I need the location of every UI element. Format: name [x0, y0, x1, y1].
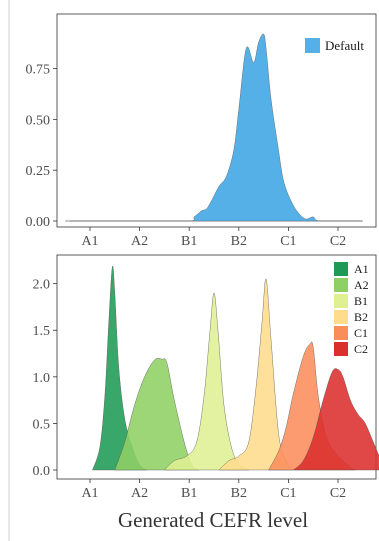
- legend-swatch-a2: [334, 278, 348, 292]
- legend-swatch-c2: [334, 342, 348, 356]
- density-area-default: [65, 33, 363, 222]
- top-y-axis: 0.00 0.25 0.50 0.75: [26, 63, 57, 230]
- density-area-c2: [292, 368, 379, 471]
- panel-frame: [56, 254, 377, 480]
- top-x-axis: A1 A2 B1 B2 C1 C2: [81, 227, 346, 249]
- y-tick-label: 0.25: [26, 164, 51, 179]
- legend-swatch-default: [305, 38, 320, 53]
- legend-swatch-b1: [334, 294, 348, 308]
- bottom-y-axis: 0.0 0.5 1.0 1.5 2.0: [33, 278, 57, 479]
- density-panel-by-level: 0.0 0.5 1.0 1.5 2.0 A1 A2 B1 B2 C1 C2 A1 A2 B1 B2 C1 C…: [33, 254, 379, 532]
- density-area-a2: [114, 358, 200, 471]
- density-panel-default: 0.00 0.25 0.50 0.75 A1 A2 B1 B2 C1 C2 Default: [26, 13, 377, 249]
- bottom-legend: A1 A2 B1 B2 C1 C2: [334, 262, 369, 356]
- legend-swatch-a1: [334, 262, 348, 276]
- legend-label-b1: B1: [354, 294, 368, 308]
- y-tick-label: 1.5: [33, 324, 51, 339]
- legend-label-b2: B2: [354, 310, 368, 324]
- x-tick-label: C2: [330, 486, 346, 501]
- x-tick-label: B1: [181, 486, 197, 501]
- legend-swatch-c1: [334, 326, 348, 340]
- x-tick-label: B2: [231, 486, 247, 501]
- legend-label-a2: A2: [354, 278, 369, 292]
- x-axis-title: Generated CEFR level: [118, 508, 308, 532]
- y-tick-label: 0.5: [33, 417, 51, 432]
- y-tick-label: 1.0: [33, 371, 51, 386]
- legend-swatch-b2: [334, 310, 348, 324]
- x-tick-label: A1: [81, 234, 98, 249]
- x-tick-label: C2: [330, 234, 346, 249]
- bottom-x-axis: A1 A2 B1 B2 C1 C2: [81, 479, 346, 501]
- legend-label-a1: A1: [354, 262, 369, 276]
- bottom-density-marks: [92, 265, 379, 471]
- x-tick-label: B1: [181, 234, 197, 249]
- x-tick-label: A2: [131, 234, 148, 249]
- top-legend: Default: [305, 38, 364, 53]
- y-tick-label: 0.75: [26, 63, 51, 78]
- legend-label-default: Default: [325, 38, 364, 53]
- x-tick-label: C1: [280, 234, 296, 249]
- density-area-b1: [163, 292, 250, 471]
- y-tick-label: 0.50: [26, 113, 51, 128]
- y-tick-label: 2.0: [33, 278, 51, 293]
- y-tick-label: 0.00: [26, 215, 51, 230]
- x-tick-label: A1: [81, 486, 98, 501]
- x-tick-label: B2: [231, 234, 247, 249]
- panel-frame: [56, 13, 377, 228]
- legend-label-c1: C1: [354, 326, 368, 340]
- legend-label-c2: C2: [354, 342, 368, 356]
- top-density-marks: [65, 33, 363, 222]
- x-tick-label: A2: [131, 486, 148, 501]
- x-tick-label: C1: [280, 486, 296, 501]
- y-tick-label: 0.0: [33, 464, 51, 479]
